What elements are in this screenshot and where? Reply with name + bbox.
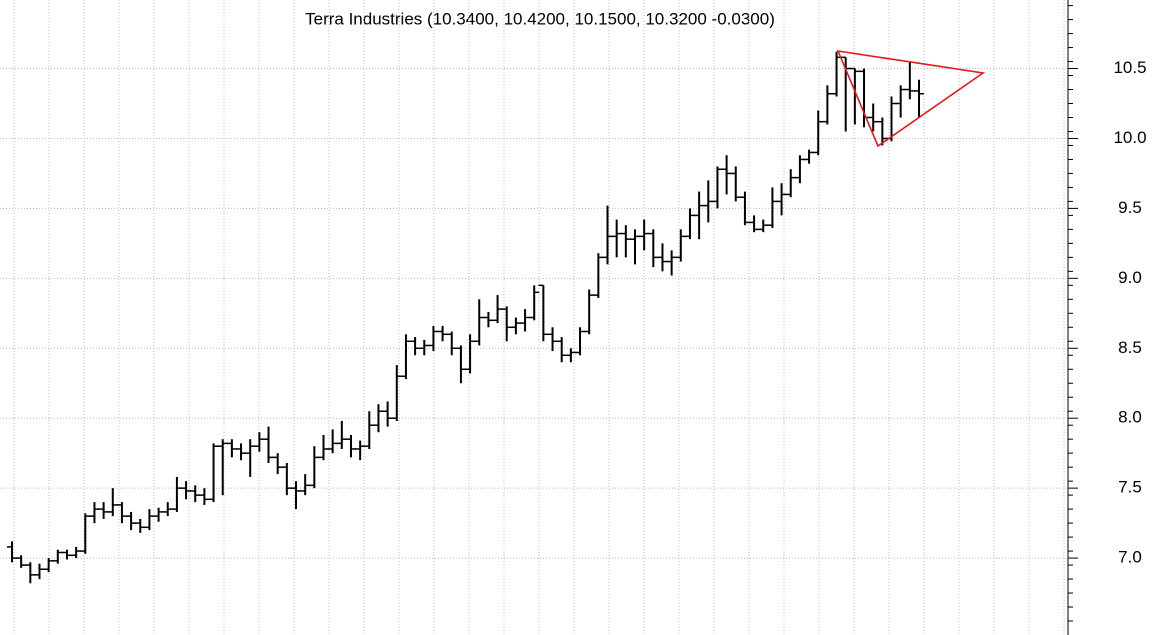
y-tick-label: 7.0 — [1118, 548, 1142, 567]
y-tick-label: 8.0 — [1118, 408, 1142, 427]
y-tick-label: 10.0 — [1113, 128, 1146, 147]
y-tick-label: 10.5 — [1113, 58, 1146, 77]
y-tick-label: 9.5 — [1118, 198, 1142, 217]
y-tick-label: 9.0 — [1118, 268, 1142, 287]
y-tick-label: 8.5 — [1118, 338, 1142, 357]
triangle-pattern — [836, 49, 986, 148]
chart-title: Terra Industries (10.3400, 10.4200, 10.1… — [305, 9, 775, 28]
y-tick-label: 7.5 — [1118, 478, 1142, 497]
